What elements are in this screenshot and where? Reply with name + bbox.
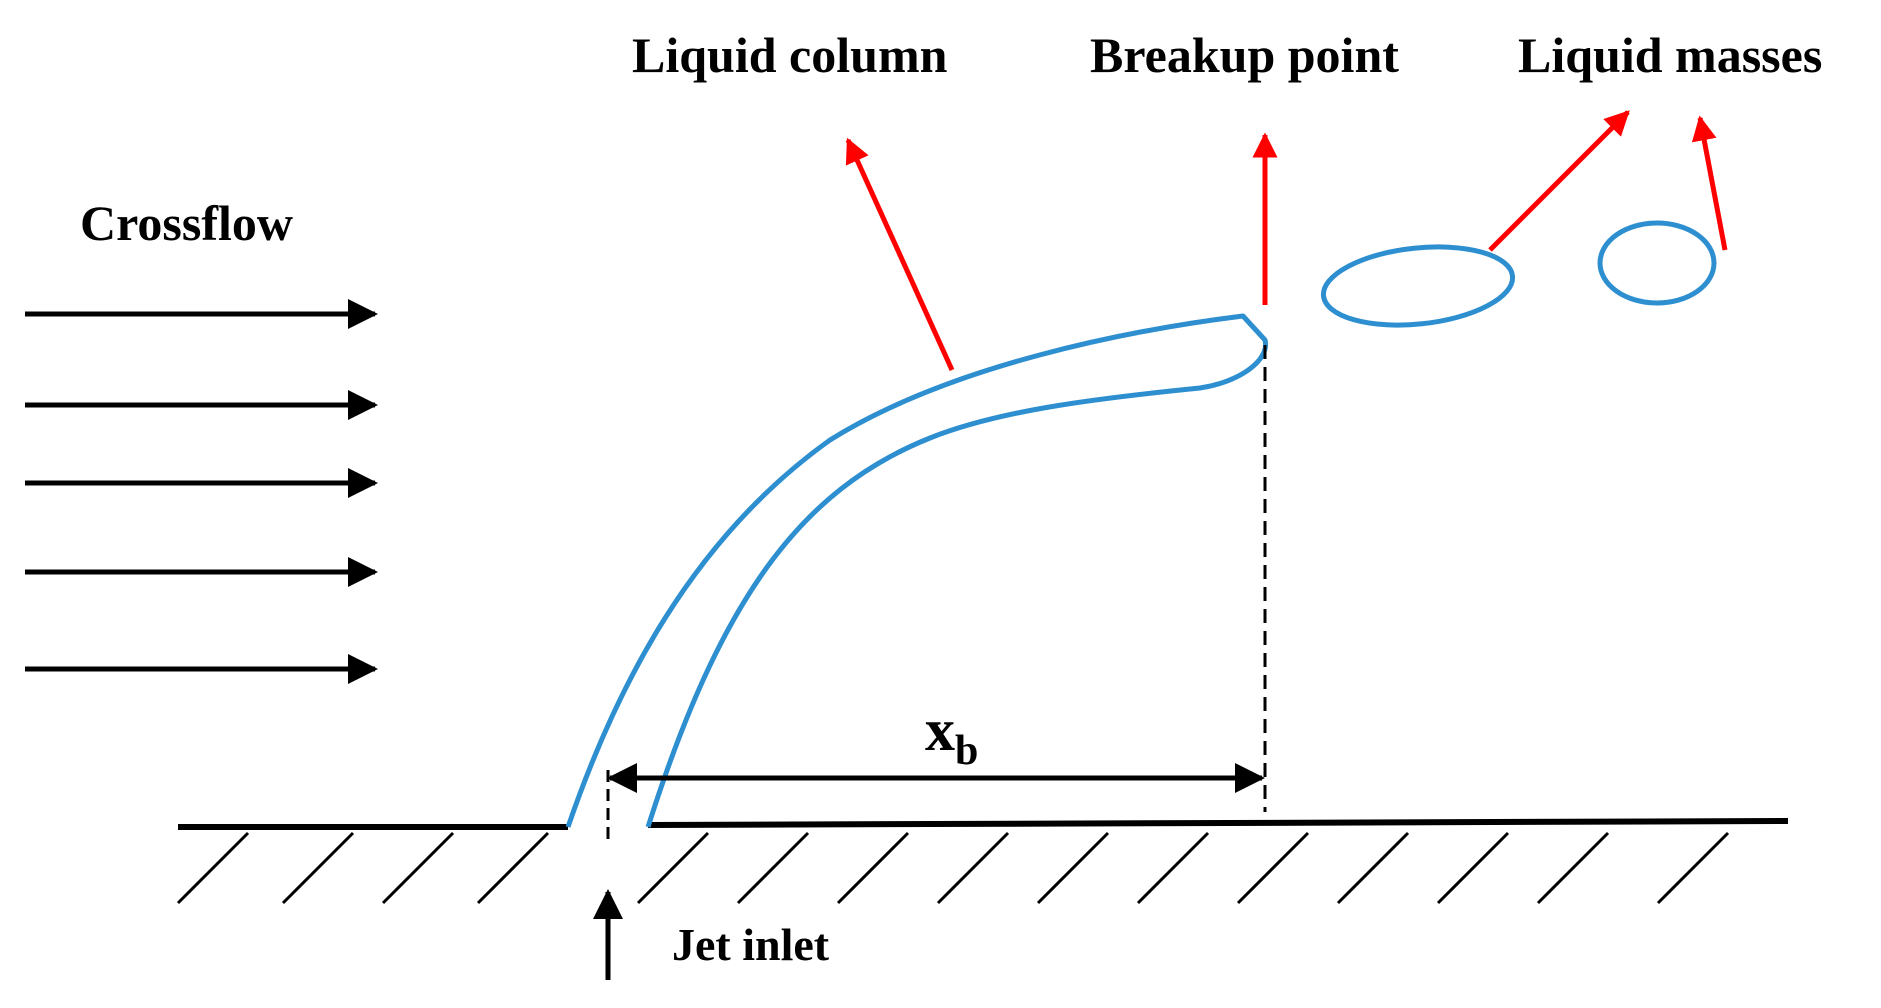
- breakup-point-label: Breakup point: [1090, 27, 1399, 83]
- liquid-mass-2: [1597, 220, 1717, 306]
- liquid-mass-1-callout-arrow: [1488, 110, 1630, 252]
- crossflow-arrows: [25, 299, 378, 684]
- liquid-column-shape: [565, 313, 1268, 828]
- liquid-column-callout-arrow: [845, 137, 955, 372]
- wall-line-right: [647, 818, 1789, 828]
- liquid-mass-1: [1320, 244, 1516, 328]
- breakup-distance-symbol: x: [925, 697, 955, 763]
- breakup-distance-subscript: b: [955, 728, 978, 774]
- liquid-mass-2-callout-arrow: [1691, 115, 1728, 251]
- wall-hatching: [176, 831, 1730, 905]
- liquid-masses-label: Liquid masses: [1518, 27, 1822, 83]
- wall: [176, 818, 1789, 905]
- crossflow-label: Crossflow: [80, 195, 293, 251]
- jet-inlet-label: Jet inlet: [672, 919, 830, 970]
- liquid-column-label: Liquid column: [632, 27, 948, 83]
- breakup-distance-label: xb: [925, 697, 978, 774]
- callout-arrows: [845, 110, 1728, 372]
